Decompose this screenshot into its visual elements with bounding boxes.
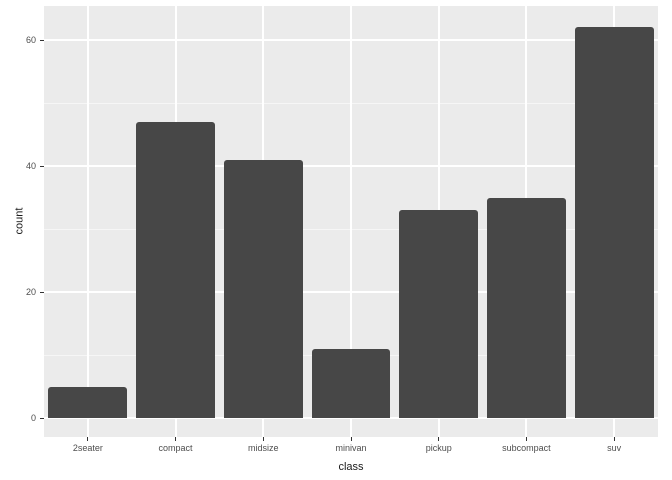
bar-minivan [311,348,391,418]
x-tick-mark-2seater [87,437,89,441]
x-tick-mark-compact [175,437,177,441]
bar-subcompact [486,197,566,418]
x-tick-mark-pickup [438,437,440,441]
x-tick-mark-minivan [350,437,352,441]
bar-suv [574,27,654,418]
y-tick-label-40: 40 [25,160,36,171]
x-tick-mark-midsize [262,437,264,441]
bar-pickup [399,210,479,418]
y-tick-mark-0 [40,417,44,419]
plot-panel [44,6,658,437]
x-tick-mark-suv [613,437,615,441]
y-tick-mark-20 [40,291,44,293]
y-tick-label-0: 0 [30,412,36,423]
x-tick-label-2seater: 2seater [72,443,103,453]
bar-2seater [48,386,128,418]
bar-midsize [223,159,303,418]
gridline-major-x-2seater [86,6,89,437]
gridline-major-x-minivan [350,6,352,437]
bar-compact [136,121,216,418]
x-tick-label-subcompact: subcompact [502,443,551,453]
x-tick-label-pickup: pickup [425,443,452,453]
y-axis-title: count [13,207,26,235]
y-tick-label-60: 60 [25,34,36,45]
y-tick-label-20: 20 [25,286,36,297]
x-axis-title: class [338,461,364,473]
x-tick-label-midsize: midsize [248,443,279,453]
x-tick-label-minivan: minivan [335,443,367,453]
x-tick-label-suv: suv [607,443,622,453]
x-tick-mark-subcompact [525,437,527,441]
y-tick-mark-40 [40,165,44,167]
x-tick-label-compact: compact [158,443,193,453]
y-tick-mark-60 [40,39,44,41]
